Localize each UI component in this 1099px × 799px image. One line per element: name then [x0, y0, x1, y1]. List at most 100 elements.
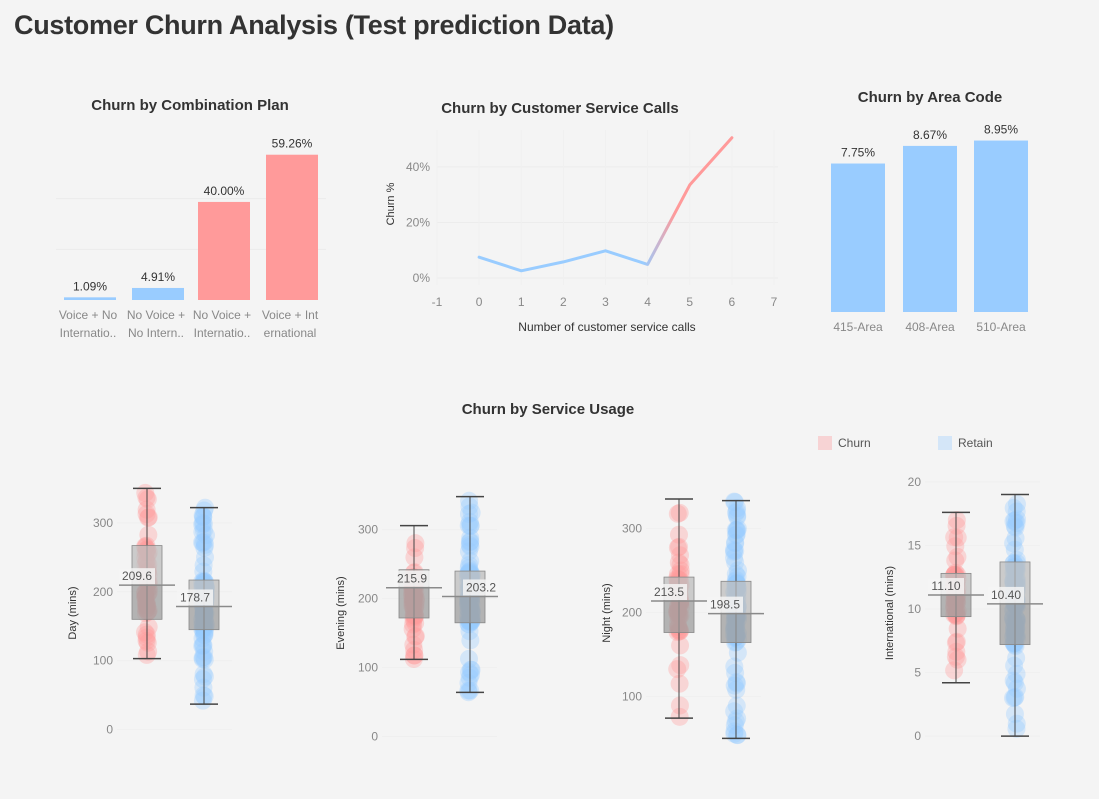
- day-retain-point: [193, 514, 212, 533]
- night-retain-point: [725, 676, 744, 695]
- international-retain-median-label: 10.40: [991, 588, 1021, 602]
- evening-retain-point: [459, 516, 478, 535]
- legend-retain-swatch: [938, 436, 952, 450]
- international-retain-point: [1007, 514, 1026, 533]
- day-y-axis-label: Day (mins): [67, 586, 79, 639]
- day-retain-point: [193, 670, 212, 689]
- international-y-tick: 5: [914, 666, 921, 680]
- evening-retain-point: [461, 665, 480, 684]
- day-retain-point: [193, 650, 212, 669]
- night-retain-point: [725, 492, 744, 511]
- night-retain-point: [725, 702, 744, 721]
- day-churn-point: [137, 488, 156, 507]
- night-retain-point: [728, 561, 747, 580]
- international-churn-point: [947, 632, 966, 651]
- international-retain-point: [1007, 648, 1026, 667]
- international-retain-point: [1005, 688, 1024, 707]
- plan-bar-value-label-2: 4.91%: [141, 270, 175, 284]
- night-churn-point: [671, 555, 690, 574]
- evening-y-axis-label: Evening (mins): [335, 576, 347, 649]
- international-churn-median-label: 11.10: [931, 579, 960, 593]
- night-retain-point: [725, 716, 744, 735]
- international-churn-median-label-bg: [928, 578, 964, 595]
- day-churn-median-label: 209.6: [122, 569, 152, 583]
- night-retain-median-label-bg: [707, 596, 743, 613]
- legend-retain[interactable]: Retain: [938, 436, 993, 450]
- night-retain-point: [728, 519, 747, 538]
- plan-bar-1: [64, 297, 116, 300]
- international-y-axis-label: International (mins): [884, 566, 896, 660]
- evening-retain-point: [459, 649, 478, 668]
- area-bar-3: [974, 140, 1028, 312]
- international-churn-point: [945, 528, 964, 547]
- plan-bar-3: [198, 201, 250, 300]
- day-retain-point: [195, 650, 214, 669]
- day-retain-point: [195, 687, 214, 706]
- night-y-tick: 100: [622, 689, 642, 703]
- plan-category-label-3: No Voice +: [193, 308, 251, 322]
- day-retain-point: [193, 515, 212, 534]
- night-churn-point: [668, 538, 687, 557]
- night-retain-point: [727, 502, 746, 521]
- evening-churn-point: [406, 613, 425, 632]
- evening-y-tick: 200: [358, 592, 378, 606]
- international-retain-point: [1004, 512, 1023, 531]
- day-churn-point: [139, 525, 158, 544]
- calls-x-tick: 3: [602, 295, 609, 309]
- day-retain-point: [193, 533, 212, 552]
- day-retain-point: [193, 522, 212, 541]
- evening-retain-box-lower: [454, 596, 486, 624]
- night-retain-point: [726, 533, 745, 552]
- international-churn-box-lower: [940, 594, 972, 618]
- day-retain-point: [193, 648, 212, 667]
- international-retain-point: [1007, 510, 1026, 529]
- legend-churn[interactable]: Churn: [818, 436, 871, 450]
- day-retain-point: [193, 629, 212, 648]
- plan-category-label-4: ernational: [264, 326, 317, 340]
- evening-churn-point: [406, 534, 425, 553]
- night-churn-point: [668, 504, 687, 523]
- evening-retain-point: [460, 663, 479, 682]
- calls-x-tick: 4: [644, 295, 651, 309]
- evening-retain-median-label: 203.2: [466, 580, 496, 594]
- international-retain-point: [1007, 679, 1026, 698]
- plan-bar-value-label-3: 40.00%: [204, 184, 245, 198]
- night-retain-point: [725, 540, 744, 559]
- area-bar-value-label-1: 7.75%: [841, 146, 875, 160]
- night-retain-point: [727, 674, 746, 693]
- legend-churn-swatch: [818, 436, 832, 450]
- night-retain-point: [728, 507, 747, 526]
- international-retain-point: [1004, 688, 1023, 707]
- area-bar-1: [831, 163, 885, 312]
- international-y-tick: 10: [908, 602, 922, 616]
- evening-retain-point: [460, 556, 479, 575]
- calls-x-tick: 6: [729, 295, 736, 309]
- evening-y-tick: 100: [358, 661, 378, 675]
- international-retain-point: [1007, 719, 1026, 738]
- night-churn-point: [668, 660, 687, 679]
- day-retain-point: [194, 636, 213, 655]
- international-churn-point: [948, 650, 967, 669]
- night-retain-point: [728, 643, 747, 662]
- day-retain-point: [194, 533, 213, 552]
- evening-retain-point: [459, 504, 478, 523]
- international-churn-point: [948, 619, 967, 638]
- area-category-label-2: 408-Area: [905, 320, 955, 334]
- day-y-tick: 0: [106, 723, 113, 737]
- day-churn-point: [138, 490, 157, 509]
- day-churn-point: [136, 623, 155, 642]
- night-retain-point: [727, 673, 746, 692]
- evening-retain-point: [462, 503, 481, 522]
- calls-y-axis-label: Churn %: [385, 182, 397, 225]
- evening-churn-point: [403, 620, 422, 639]
- evening-retain-median-label-bg: [463, 579, 499, 596]
- day-retain-point: [194, 678, 213, 697]
- international-retain-point: [1004, 534, 1023, 553]
- night-churn-median-label-bg: [651, 584, 687, 601]
- international-churn-point: [945, 661, 964, 680]
- night-retain-point: [725, 724, 744, 743]
- international-churn-point: [947, 511, 966, 530]
- usage-chart-title: Churn by Service Usage: [461, 401, 635, 418]
- day-retain-point: [194, 562, 213, 581]
- evening-churn-point: [406, 627, 425, 646]
